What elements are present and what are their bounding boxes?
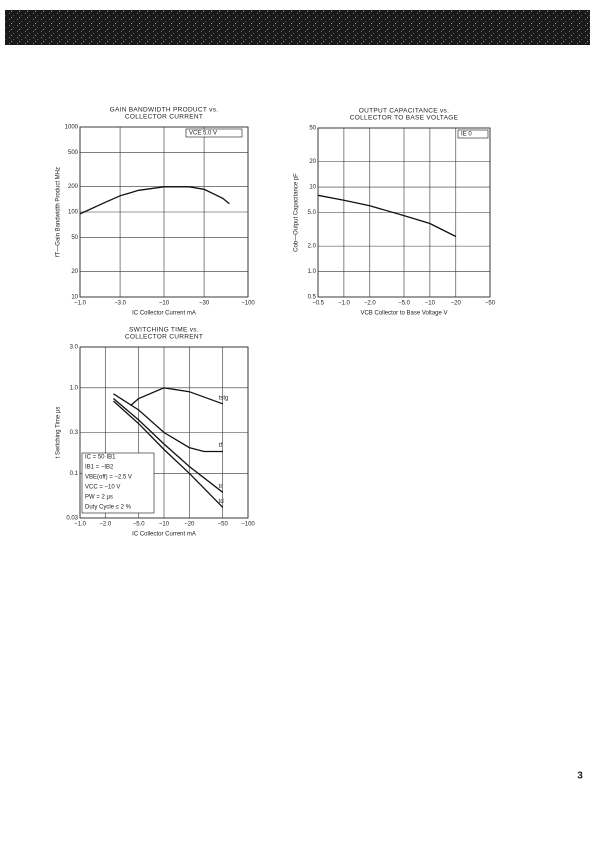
x-tick-label: −100 [241,301,255,307]
y-tick-label: 20 [71,269,78,275]
y-axis-label: t Switching Time μs [56,407,62,459]
x-tick-label: −2.0 [99,522,112,528]
annotation: VBE(off) = −2.5 V [85,475,132,481]
x-tick-label: −3.0 [114,301,127,307]
x-axis-label: IC Collector Current mA [132,532,196,538]
y-tick-label: 2.0 [308,244,317,250]
x-tick-label: −50 [485,301,496,307]
y-tick-label: 100 [68,210,79,216]
x-tick-label: −20 [451,301,462,307]
series-label: tstg [219,395,229,401]
series-line [112,400,224,508]
annotation: IE 0 [461,132,472,138]
x-tick-label: −10 [159,301,170,307]
x-tick-label: −10 [425,301,436,307]
chart-title: OUTPUT CAPACITANCE vs. [359,108,449,115]
chart-title: SWITCHING TIME vs. [129,327,199,334]
chart-title: COLLECTOR TO BASE VOLTAGE [350,115,459,122]
chart-title: COLLECTOR CURRENT [125,114,203,121]
y-tick-label: 0.1 [70,471,79,477]
series-label: td [219,499,224,505]
annotation-box [457,129,489,139]
x-tick-label: −1.0 [74,301,87,307]
annotation: VCE 5.0 V [189,131,217,137]
series-line [317,194,457,238]
x-tick-label: −2.0 [364,301,377,307]
series-line [113,393,223,453]
series-line [130,387,223,406]
y-tick-label: 3.0 [70,345,79,351]
annotation-box [81,452,155,514]
y-tick-label: 50 [309,126,316,132]
y-tick-label: 1.0 [308,269,317,275]
header-band [5,10,590,45]
y-tick-label: 20 [309,159,316,165]
x-axis-label: IC Collector Current mA [132,311,196,317]
series-label: tf [219,443,223,449]
chart-title: GAIN BANDWIDTH PRODUCT vs. [110,107,219,114]
chart-title: COLLECTOR CURRENT [125,334,203,341]
x-tick-label: −5.0 [133,522,146,528]
x-tick-label: −50 [218,522,229,528]
x-tick-label: −20 [184,522,195,528]
y-tick-label: 1000 [65,125,79,131]
y-axis-label: fT—Gain Bandwidth Product MHz [56,167,62,257]
series-label: tr [219,484,223,490]
annotation: IB1 = −IB2 [85,465,114,471]
x-tick-label: −1.0 [74,522,87,528]
page-number: 3 [577,771,583,782]
x-axis-label: VCB Collector to Base Voltage V [360,311,447,317]
annotation: PW = 2 μs [85,495,113,501]
y-tick-label: 200 [68,184,79,190]
y-tick-label: 0.5 [308,295,317,301]
series-line [112,398,224,493]
x-tick-label: −1.0 [338,301,351,307]
series-line [79,186,230,215]
annotation-box [185,128,243,138]
x-tick-label: −30 [199,301,210,307]
y-tick-label: 10 [309,185,316,191]
y-tick-label: 500 [68,150,79,156]
y-tick-label: 10 [71,295,78,301]
x-tick-label: −10 [159,522,170,528]
y-axis-label: Cob—Output Capacitance pF [294,173,300,252]
y-tick-label: 50 [71,235,78,241]
annotation: IC = 50·IB1 [85,455,116,461]
y-tick-label: 0.3 [70,430,79,436]
y-tick-label: 5.0 [308,210,317,216]
x-tick-label: −100 [241,522,255,528]
x-tick-label: −0.5 [312,301,325,307]
y-tick-label: 1.0 [70,385,79,391]
annotation: Duty Cycle ≤ 2 % [85,505,132,511]
annotation: VCC = −10 V [85,485,120,491]
x-tick-label: −5.0 [398,301,411,307]
y-tick-label: 0.03 [66,516,78,522]
